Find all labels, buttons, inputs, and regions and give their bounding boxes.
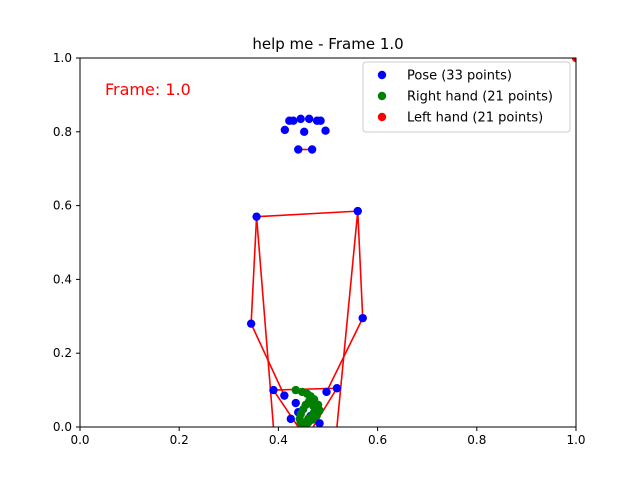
- y-tick-label: 0.8: [53, 125, 72, 139]
- pose-point: [296, 114, 305, 124]
- axis-ticks: 0.0 0.2 0.4 0.6 0.8 1.0 0.0 0.2 0.4 0.6 0.8 1.0: [53, 51, 586, 447]
- pose-connection-line: [250, 216, 258, 324]
- y-tick-label: 0.6: [53, 199, 72, 213]
- right-hand-point: [291, 385, 300, 395]
- pose-point: [299, 127, 309, 136]
- legend-label: Pose (33 points): [407, 69, 512, 84]
- frame-annotation: Frame: 1.0: [105, 80, 191, 99]
- pose-point: [246, 319, 256, 328]
- pose-point: [332, 384, 342, 393]
- pose-point: [322, 387, 331, 397]
- legend-marker: [377, 91, 387, 101]
- pose-point: [269, 385, 278, 395]
- pose-point: [252, 212, 261, 221]
- x-tick-label: 0.8: [467, 433, 486, 447]
- right-hand-point: [303, 414, 313, 424]
- pose-connection-line: [256, 210, 358, 218]
- legend: Pose (33 points) Right hand (21 points) Le…: [362, 61, 571, 133]
- pose-point: [285, 116, 294, 125]
- right-hand-point: [308, 401, 318, 410]
- pose-point: [353, 206, 362, 216]
- x-tick-label: 1.0: [566, 433, 585, 447]
- plot-area: [246, 58, 576, 427]
- pose-point: [358, 313, 367, 323]
- x-tick-label: 0.2: [170, 433, 189, 447]
- x-tick-label: 0.0: [70, 433, 89, 447]
- pose-connection-line: [336, 211, 359, 427]
- pose-point: [307, 145, 317, 154]
- pose-point: [280, 125, 290, 135]
- pose-point: [321, 126, 330, 135]
- plot-marks: [246, 58, 576, 427]
- legend-marker: [377, 70, 387, 80]
- x-tick-label: 0.6: [368, 433, 387, 447]
- pose-point: [280, 391, 289, 400]
- legend-label: Left hand (21 points): [407, 111, 543, 126]
- left-hand-point: [571, 58, 576, 63]
- pose-connection-line: [356, 211, 364, 319]
- chart-title: help me - Frame 1.0: [252, 35, 403, 53]
- legend-marker: [377, 112, 387, 122]
- pose-point: [294, 145, 303, 154]
- y-tick-label: 0.2: [53, 346, 72, 360]
- axes-frame: [79, 57, 577, 428]
- y-tick-label: 1.0: [53, 51, 72, 65]
- pose-point: [304, 114, 314, 124]
- y-tick-label: 0.4: [53, 272, 72, 286]
- pose-point: [315, 419, 324, 427]
- pose-point: [286, 414, 295, 424]
- pose-point: [291, 398, 300, 408]
- legend-box: [362, 61, 571, 133]
- legend-label: Right hand (21 points): [407, 90, 553, 105]
- y-tick-label: 0.0: [53, 420, 72, 434]
- pose-point: [316, 116, 325, 125]
- x-tick-label: 0.4: [269, 433, 288, 447]
